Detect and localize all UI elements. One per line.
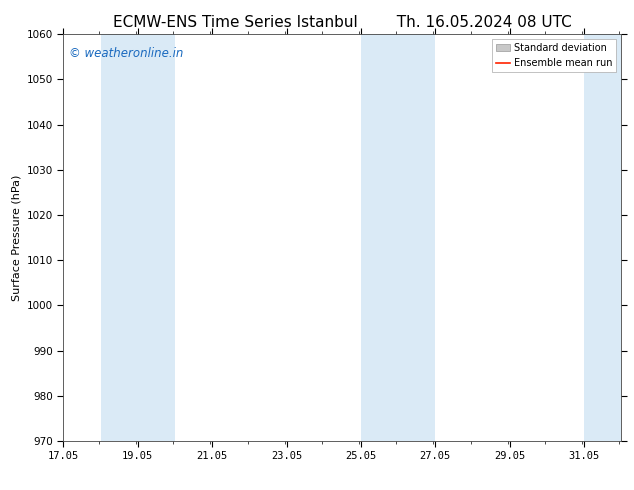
Bar	[584, 34, 621, 441]
Text: © weatheronline.in: © weatheronline.in	[69, 47, 183, 59]
Legend: Standard deviation, Ensemble mean run: Standard deviation, Ensemble mean run	[492, 39, 616, 72]
Bar	[398, 34, 436, 441]
Text: ECMW-ENS Time Series Istanbul        Th. 16.05.2024 08 UTC: ECMW-ENS Time Series Istanbul Th. 16.05.…	[113, 15, 572, 30]
Bar	[361, 34, 398, 441]
Bar	[138, 34, 175, 441]
Y-axis label: Surface Pressure (hPa): Surface Pressure (hPa)	[11, 174, 21, 301]
Bar	[101, 34, 138, 441]
